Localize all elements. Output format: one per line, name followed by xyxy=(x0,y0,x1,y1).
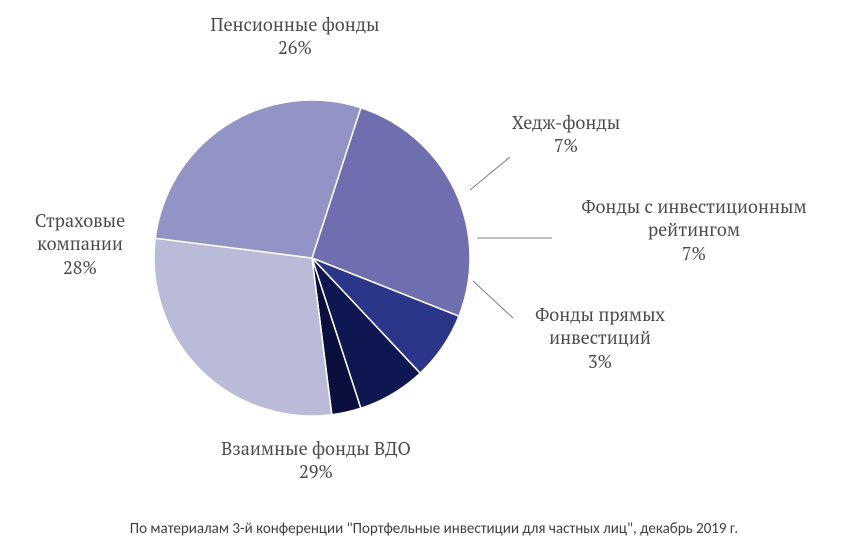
slice-percent: 7% xyxy=(534,243,854,266)
slice-label: Страховые компании28% xyxy=(0,210,240,280)
slice-percent: 28% xyxy=(0,257,240,280)
chart-footnote: По материалам 3-й конференции "Портфельн… xyxy=(0,520,868,538)
slice-label: Фонды прямых инвестиций3% xyxy=(440,304,760,374)
slice-name: Хедж-фонды xyxy=(406,112,726,135)
slice-label: Фонды с инвестиционным рейтингом7% xyxy=(534,196,854,266)
slice-percent: 29% xyxy=(156,461,476,484)
slice-name: Страховые компании xyxy=(0,210,240,257)
slice-label: Хедж-фонды7% xyxy=(406,112,726,159)
slice-label: Пенсионные фонды26% xyxy=(135,14,455,61)
slice-name: Пенсионные фонды xyxy=(135,14,455,37)
slice-percent: 7% xyxy=(406,135,726,158)
footnote-text: По материалам 3-й конференции "Портфельн… xyxy=(130,520,738,538)
slice-percent: 3% xyxy=(440,351,760,374)
slice-name: Фонды прямых инвестиций xyxy=(440,304,760,351)
pie-chart: Пенсионные фонды26%Хедж-фонды7%Фонды с и… xyxy=(0,0,868,510)
slice-label: Взаимные фонды ВДО29% xyxy=(156,438,476,485)
slice-name: Фонды с инвестиционным рейтингом xyxy=(534,196,854,243)
slice-percent: 26% xyxy=(135,37,455,60)
slice-name: Взаимные фонды ВДО xyxy=(156,438,476,461)
